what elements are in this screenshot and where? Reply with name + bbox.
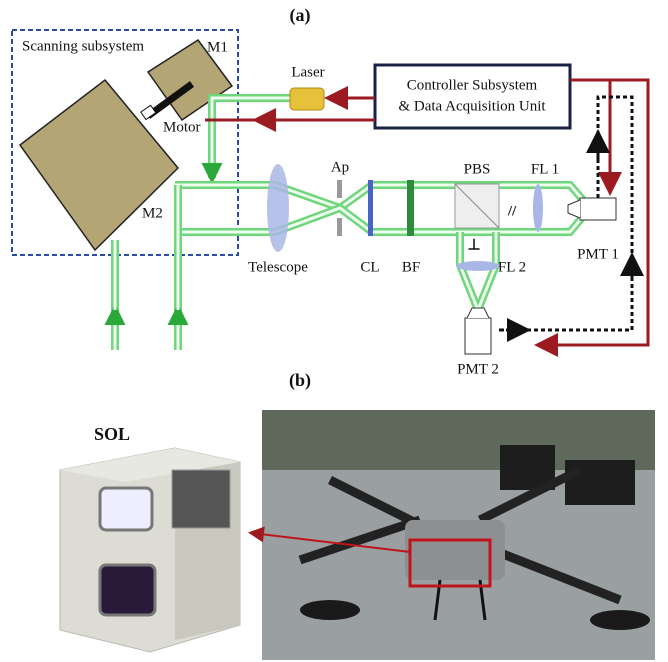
cl-label: CL [360,259,379,275]
beams [115,98,590,350]
motor [141,105,156,119]
panel-label: (b) [289,370,311,391]
fl2-lens [456,261,500,271]
pmt1-label: PMT 1 [577,246,619,262]
figure: (a) Scanning subsystem M1 Motor M2 Laser… [0,0,668,662]
controller-box [375,65,570,128]
drone-photo [262,410,655,660]
cl-lens [368,180,373,236]
motor-label: Motor [163,119,201,135]
telescope-lens [267,164,289,252]
bandpass-filter [407,180,414,236]
fl1-lens [533,184,543,232]
controller-line: & Data Acquisition Unit [398,98,546,114]
pbs-label: PBS [464,161,491,177]
ap-label: Ap [331,159,349,175]
pmt2-label: PMT 2 [457,361,499,377]
telescope-label: Telescope [248,259,308,275]
bf-label: BF [402,259,420,275]
laser [290,88,324,110]
pmt1-tip [568,200,580,218]
pmt2 [465,318,491,354]
fl2-label: FL 2 [498,259,526,275]
polarization-parallel: // [507,203,517,219]
pmt2-tip [467,308,489,318]
subsystem-label: Scanning subsystem [22,38,144,54]
device-photo [60,448,240,652]
aperture [337,218,342,236]
laser-label: Laser [291,64,324,80]
device-label: SOL [94,424,130,444]
m1-label: M1 [207,39,228,55]
pmt1 [580,198,616,220]
polarization-perpendicular: ⊥ [467,237,480,253]
aperture [337,180,342,198]
fl1-label: FL 1 [531,161,559,177]
m2-label: M2 [142,205,163,221]
mirror-m2 [20,80,178,250]
controller-line: Controller Subsystem [407,77,538,93]
panel-label: (a) [290,5,311,26]
